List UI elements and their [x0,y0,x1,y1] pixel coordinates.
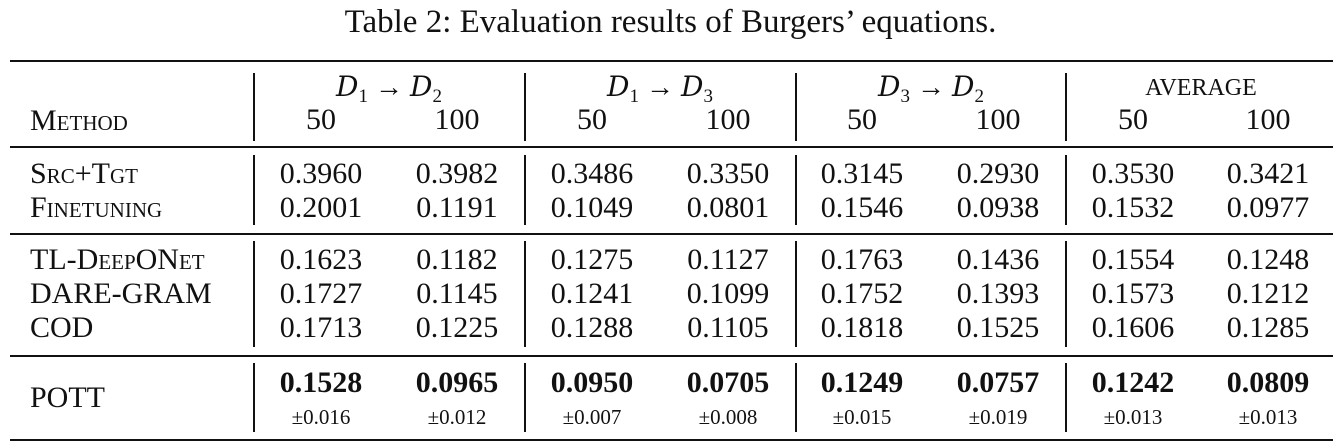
table-cell: 0.1225 [415,311,499,344]
group-header-d3-d2: D3 → D2 [878,70,984,107]
table-cell: 0.1763 [820,243,904,276]
col-separator [795,155,797,225]
table-cell: 0.1191 [416,191,498,224]
subcol-header: 50 [577,103,607,136]
table-cell: 0.1606 [1091,311,1175,344]
top-rule [10,60,1333,62]
subcol-header: 50 [847,103,877,136]
table-cell: 0.1288 [550,311,634,344]
table-cell: 0.1145 [416,277,498,310]
col-separator [253,73,255,141]
method-name: TL-DeepONet [30,243,205,276]
col-separator [1065,73,1067,141]
method-name: POTT [30,381,105,414]
table-cell: 0.0938 [956,191,1040,224]
table-cell: 0.2001 [279,191,363,224]
table-cell: 0.0809 [1226,366,1310,399]
table-cell: 0.1099 [686,277,770,310]
method-name: Src+Tgt [30,157,138,190]
method-name: COD [30,311,94,344]
col-separator [253,363,255,432]
method-name: DARE-GRAM [30,277,212,310]
subcol-header: 100 [1245,103,1291,136]
table-cell-std: ±0.019 [968,405,1028,429]
table-cell-std: ±0.013 [1103,405,1163,429]
table-cell: 0.1554 [1091,243,1175,276]
table-cell: 0.1049 [550,191,634,224]
table-cell: 0.1105 [687,311,769,344]
col-separator [795,363,797,432]
table-cell: 0.1436 [956,243,1040,276]
table-cell: 0.3530 [1091,157,1175,190]
table-cell: 0.1623 [279,243,363,276]
table-cell: 0.1242 [1091,366,1175,399]
table-cell: 0.1532 [1091,191,1175,224]
table-cell: 0.1249 [820,366,904,399]
col-separator [795,241,797,347]
table-cell: 0.1241 [550,277,634,310]
table-cell-std: ±0.013 [1238,405,1298,429]
table-cell: 0.0950 [550,366,634,399]
header-rule [10,146,1333,148]
group-header-d1-d3: D1 → D3 [607,70,713,107]
table-cell: 0.1212 [1226,277,1310,310]
col-separator [524,155,526,225]
table-cell-std: ±0.012 [427,405,487,429]
col-separator [1065,241,1067,347]
method-column-header: Method [30,104,128,137]
table-cell: 0.1127 [687,243,769,276]
table-cell: 0.0965 [415,366,499,399]
table-cell-std: ±0.016 [291,405,351,429]
table-cell: 0.3350 [686,157,770,190]
table-cell: 0.0705 [686,366,770,399]
subcol-header: 50 [306,103,336,136]
col-separator [524,241,526,347]
table-cell: 0.1393 [956,277,1040,310]
col-separator [795,73,797,141]
table-cell: 0.3421 [1226,157,1310,190]
table-cell: 0.1727 [279,277,363,310]
method-name: Finetuning [30,191,163,224]
col-separator [524,73,526,141]
table-cell: 0.0801 [686,191,770,224]
col-separator [1065,155,1067,225]
table-cell: 0.3960 [279,157,363,190]
col-separator [1065,363,1067,432]
table-cell-std: ±0.015 [832,405,892,429]
table-cell: 0.3486 [550,157,634,190]
subcol-header: 50 [1118,103,1148,136]
table-cell: 0.0757 [956,366,1040,399]
table-cell-std: ±0.008 [698,405,758,429]
table-cell: 0.3145 [820,157,904,190]
table-cell: 0.3982 [415,157,499,190]
table-cell: 0.0977 [1226,191,1310,224]
group-rule-2 [10,355,1333,357]
table-cell: 0.1248 [1226,243,1310,276]
table-cell: 0.2930 [956,157,1040,190]
subcol-header: 100 [705,103,751,136]
bottom-rule [10,439,1333,441]
table-cell: 0.1528 [279,366,363,399]
col-separator [253,241,255,347]
table-cell: 0.1546 [820,191,904,224]
col-separator [253,155,255,225]
table-caption: Table 2: Evaluation results of Burgers’ … [344,4,997,40]
table-cell: 0.1182 [416,243,498,276]
table-cell: 0.1818 [820,311,904,344]
subcol-header: 100 [975,103,1021,136]
col-separator [524,363,526,432]
table-cell: 0.1285 [1226,311,1310,344]
group-rule-1 [10,233,1333,235]
table-cell: 0.1713 [279,311,363,344]
table-cell: 0.1275 [550,243,634,276]
table-cell: 0.1573 [1091,277,1175,310]
table-cell: 0.1752 [820,277,904,310]
group-header-d1-d2: D1 → D2 [336,70,442,107]
table-cell-std: ±0.007 [562,405,622,429]
table-cell: 0.1525 [956,311,1040,344]
group-header-average: AVERAGE [1145,75,1257,101]
subcol-header: 100 [434,103,480,136]
